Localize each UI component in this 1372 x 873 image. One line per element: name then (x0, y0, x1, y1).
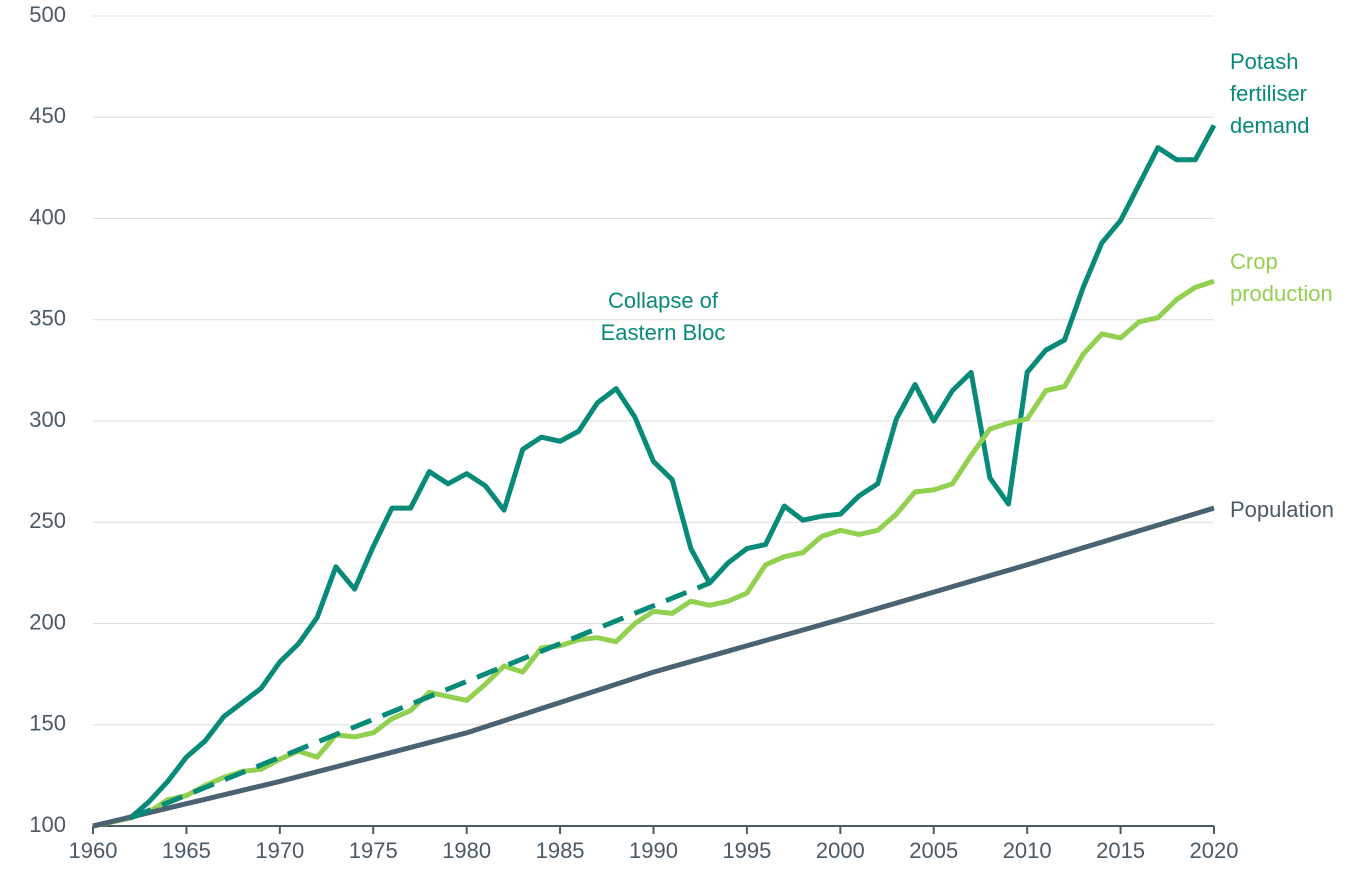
y-tick-label: 400 (29, 204, 66, 229)
x-tick-label: 1960 (69, 838, 118, 863)
x-tick-label: 1990 (629, 838, 678, 863)
y-tick-label: 250 (29, 508, 66, 533)
x-tick-label: 1970 (255, 838, 304, 863)
x-tick-label: 2010 (1003, 838, 1052, 863)
y-tick-label: 450 (29, 103, 66, 128)
y-tick-label: 150 (29, 711, 66, 736)
annotation: Collapse of Eastern Bloc (600, 288, 726, 345)
series-line (92, 505, 1215, 829)
x-tick-label: 2015 (1096, 838, 1145, 863)
x-tick-label: 2005 (909, 838, 958, 863)
trend-line (129, 580, 711, 821)
series-label: Potash fertiliser demand (1230, 49, 1310, 138)
series-line (92, 278, 1215, 829)
y-tick-label: 300 (29, 407, 66, 432)
y-tick-label: 500 (29, 2, 66, 27)
series-line (92, 124, 1217, 829)
y-tick-label: 100 (29, 812, 66, 837)
x-tick-label: 2020 (1190, 838, 1239, 863)
series-label: Population (1230, 497, 1334, 522)
y-tick-label: 200 (29, 609, 66, 634)
x-tick-label: 1975 (349, 838, 398, 863)
x-tick-label: 1985 (536, 838, 585, 863)
x-tick-label: 1965 (162, 838, 211, 863)
x-tick-label: 2000 (816, 838, 865, 863)
x-tick-label: 1995 (722, 838, 771, 863)
y-tick-label: 350 (29, 306, 66, 331)
series-label: Crop production (1230, 249, 1333, 306)
x-tick-label: 1980 (442, 838, 491, 863)
